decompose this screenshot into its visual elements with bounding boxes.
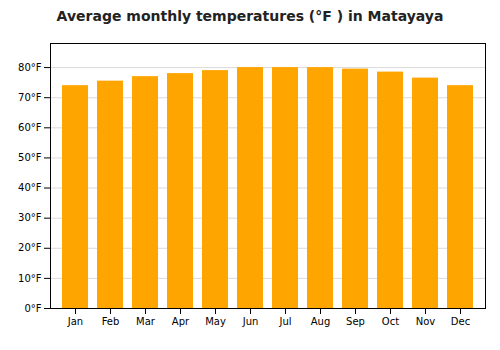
svg-text:May: May xyxy=(205,316,226,327)
svg-text:Aug: Aug xyxy=(311,316,331,327)
svg-text:80°F: 80°F xyxy=(18,62,42,73)
svg-text:10°F: 10°F xyxy=(18,273,42,284)
svg-text:Nov: Nov xyxy=(416,316,436,327)
svg-text:Feb: Feb xyxy=(102,316,120,327)
html-text:Average monthly temperatures (: Average monthly temperatures (°F ) in Ma… xyxy=(56,8,444,24)
svg-text:0°F: 0°F xyxy=(24,303,41,314)
svg-text:50°F: 50°F xyxy=(18,152,42,163)
svg-text:Oct: Oct xyxy=(382,316,399,327)
svg-text:70°F: 70°F xyxy=(18,92,42,103)
svg-text:Jul: Jul xyxy=(278,316,291,327)
svg-text:20°F: 20°F xyxy=(18,242,42,253)
svg-text:Mar: Mar xyxy=(136,316,156,327)
svg-text:30°F: 30°F xyxy=(18,212,42,223)
svg-text:Sep: Sep xyxy=(346,316,365,327)
svg-text:Jun: Jun xyxy=(242,316,259,327)
svg-text:Dec: Dec xyxy=(451,316,470,327)
svg-text:Jan: Jan xyxy=(67,316,83,327)
svg-text:Apr: Apr xyxy=(172,316,190,327)
svg-text:40°F: 40°F xyxy=(18,182,42,193)
svg-text:60°F: 60°F xyxy=(18,122,42,133)
